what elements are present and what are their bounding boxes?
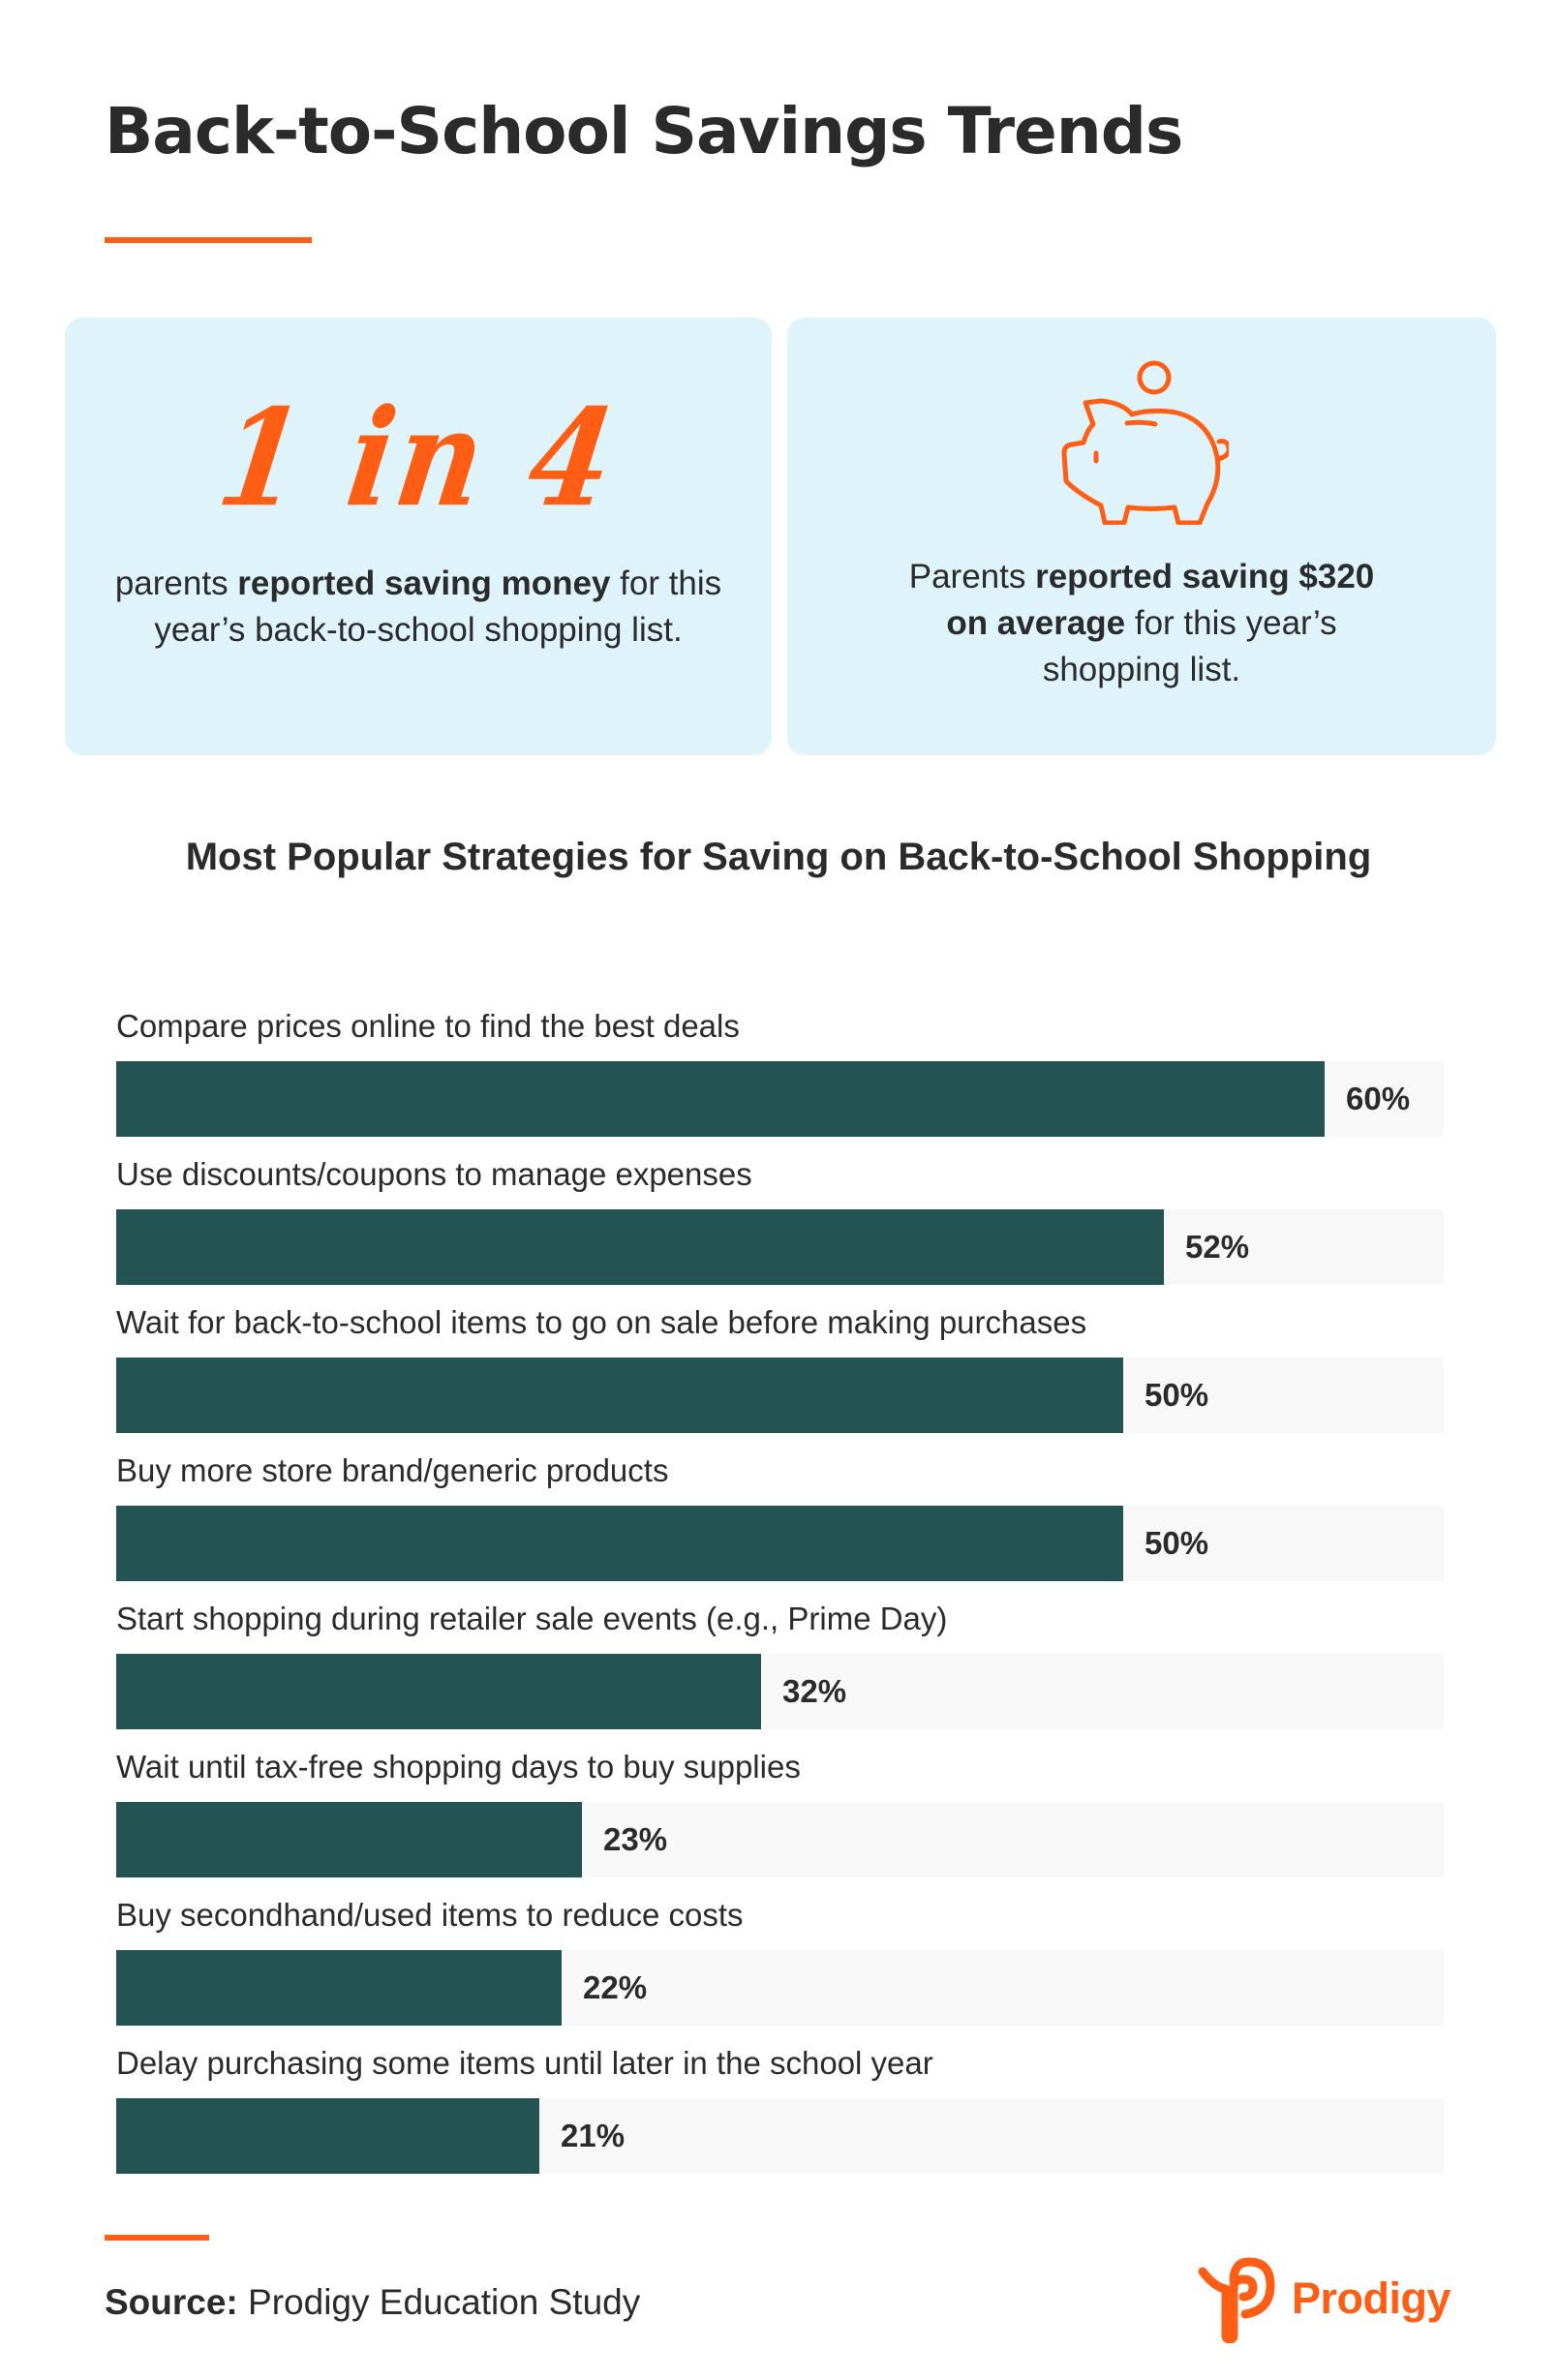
bar-fill xyxy=(116,1358,1123,1433)
bar-label: Delay purchasing some items until later … xyxy=(116,2045,933,2081)
bar-row: Wait until tax-free shopping days to buy… xyxy=(116,1748,1444,1896)
bar-value: 22% xyxy=(583,1969,648,2005)
bar-track: 21% xyxy=(116,2098,1444,2174)
bar-label: Compare prices online to find the best d… xyxy=(116,1008,740,1044)
bar-label: Wait for back-to-school items to go on s… xyxy=(116,1304,1087,1340)
bar-track: 52% xyxy=(116,1209,1444,1285)
bar-fill xyxy=(116,2098,539,2174)
page-title: Back-to-School Savings Trends xyxy=(105,94,1183,168)
stat-description: Parents reported saving $320 on average … xyxy=(908,558,1375,688)
bar-value: 21% xyxy=(561,2118,626,2153)
bar-label: Use discounts/coupons to manage expenses xyxy=(116,1156,752,1192)
bar-row: Use discounts/coupons to manage expenses… xyxy=(116,1155,1444,1303)
bar-chart: Compare prices online to find the best d… xyxy=(116,1007,1444,2192)
prodigy-logo: Prodigy xyxy=(1197,2254,1451,2343)
bar-fill xyxy=(116,1950,562,2026)
bar-value: 60% xyxy=(1346,1081,1411,1116)
bar-label: Buy secondhand/used items to reduce cost… xyxy=(116,1897,744,1933)
bar-label: Start shopping during retailer sale even… xyxy=(116,1601,948,1636)
bar-value: 50% xyxy=(1145,1525,1209,1561)
bar-row: Buy secondhand/used items to reduce cost… xyxy=(116,1896,1444,2044)
bar-row: Start shopping during retailer sale even… xyxy=(116,1600,1444,1748)
bar-track: 50% xyxy=(116,1358,1444,1433)
bar-row: Wait for back-to-school items to go on s… xyxy=(116,1303,1444,1451)
bar-fill xyxy=(116,1209,1164,1285)
source-credit: Source: Prodigy Education Study xyxy=(105,2282,641,2322)
big-stat-value: 1 in 4 xyxy=(209,380,627,537)
bar-track: 23% xyxy=(116,1802,1444,1877)
stat-card-one-in-four: 1 in 4 parents reported saving money for… xyxy=(65,318,772,755)
title-accent-divider xyxy=(105,237,312,243)
footer-accent-divider xyxy=(105,2235,209,2241)
bar-track: 32% xyxy=(116,1654,1444,1729)
bar-fill xyxy=(116,1061,1325,1137)
bar-row: Buy more store brand/generic products 50… xyxy=(116,1451,1444,1600)
prodigy-logo-mark-icon xyxy=(1198,2257,1275,2343)
bar-fill xyxy=(116,1654,761,1729)
bar-fill xyxy=(116,1506,1123,1581)
bar-track: 60% xyxy=(116,1061,1444,1137)
stat-card-average-savings: Parents reported saving $320 on average … xyxy=(787,318,1496,755)
bar-label: Wait until tax-free shopping days to buy… xyxy=(116,1749,801,1785)
prodigy-logo-text: Prodigy xyxy=(1292,2273,1451,2323)
bar-value: 52% xyxy=(1185,1229,1250,1265)
bar-value: 23% xyxy=(603,1821,668,1857)
bar-row: Delay purchasing some items until later … xyxy=(116,2044,1444,2192)
bar-track: 22% xyxy=(116,1950,1444,2026)
bar-value: 32% xyxy=(782,1673,847,1709)
bar-fill xyxy=(116,1802,582,1877)
bar-value: 50% xyxy=(1145,1377,1209,1413)
bar-track: 50% xyxy=(116,1506,1444,1581)
chart-title: Most Popular Strategies for Saving on Ba… xyxy=(185,836,1372,878)
stat-description: parents reported saving money for this y… xyxy=(114,564,722,649)
bar-row: Compare prices online to find the best d… xyxy=(116,1007,1444,1155)
bar-label: Buy more store brand/generic products xyxy=(116,1452,669,1488)
piggy-bank-icon xyxy=(1061,360,1229,525)
